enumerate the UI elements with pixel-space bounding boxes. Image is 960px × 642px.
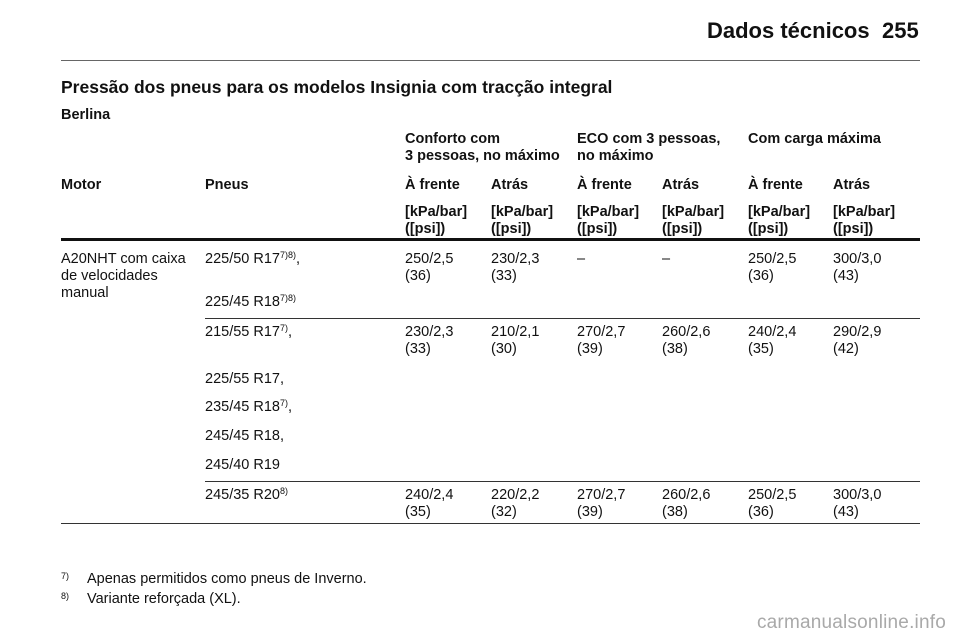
unit-header: [kPa/bar] ([psi]) [833,204,895,238]
table-bottom-rule [61,523,920,524]
motor-line: manual [61,285,109,301]
unit-line: [kPa/bar] [748,204,811,220]
pressure-value: 240/2,4 (35) [405,487,454,520]
pressure-value: 230/2,3 (33) [491,251,540,284]
unit-line: ([psi]) [833,221,874,237]
unit-line: ([psi]) [662,221,703,237]
unit-header: [kPa/bar] ([psi]) [491,204,553,238]
tyre-size: 235/45 R187), [205,398,293,416]
watermark: carmanualsonline.info [756,612,946,633]
group-header-line: 3 pessoas, no máximo [405,148,560,164]
pressure-value: 250/2,5 (36) [748,487,797,520]
group-header-line: Conforto com [405,131,501,147]
section-title: Pressão dos pneus para os modelos Insign… [61,77,613,97]
pressure-value: 250/2,5 (36) [405,251,454,284]
pressure-value: 260/2,6 (38) [662,487,711,520]
column-header-rear: Atrás [662,177,700,193]
unit-line: ([psi]) [405,221,446,237]
group-header-line: ECO com 3 pessoas, [577,131,721,147]
footnote-mark: 8) [61,591,70,601]
header-divider [61,60,920,61]
footnote-text: Apenas permitidos como pneus de Inverno. [87,571,367,587]
group-header-max-load: Com carga máxima [748,131,881,148]
column-header-front: À frente [577,177,632,193]
pressure-value: 300/3,0 (43) [833,487,882,520]
tyre-size: 245/40 R19 [205,457,280,473]
subsection-title: Berlina [61,107,111,123]
footnote-mark: 7) [61,571,70,581]
tyre-size: 225/45 R187)8) [205,293,296,311]
row-divider [205,481,920,482]
page-number: 255 [882,18,919,43]
column-header-rear: Atrás [491,177,529,193]
unit-header: [kPa/bar] ([psi]) [405,204,467,238]
tyre-size: 245/45 R18, [205,428,285,444]
tyre-size: 245/35 R208) [205,486,288,504]
motor-line: de velocidades [61,268,158,284]
unit-line: ([psi]) [577,221,618,237]
unit-line: [kPa/bar] [662,204,725,220]
tyre-size: 215/55 R177), [205,323,293,341]
unit-line: ([psi]) [491,221,532,237]
pressure-value: 210/2,1 (30) [491,324,540,357]
pressure-value: 290/2,9 (42) [833,324,882,357]
pressure-value: 220/2,2 (32) [491,487,540,520]
pressure-value: 270/2,7 (39) [577,487,626,520]
unit-line: [kPa/bar] [405,204,468,220]
group-header-comfort: Conforto com 3 pessoas, no máximo [405,131,560,165]
unit-line: [kPa/bar] [833,204,896,220]
pressure-value: 270/2,7 (39) [577,324,626,357]
table-header-divider [61,238,920,241]
column-header-tyres: Pneus [205,177,249,193]
page-header-title: Dados técnicos [707,18,870,43]
pressure-value: – [662,251,671,267]
pressure-value: – [577,251,586,267]
group-header-line: Com carga máxima [748,131,881,147]
pressure-value: 250/2,5 (36) [748,251,797,284]
pressure-value: 230/2,3 (33) [405,324,454,357]
motor-line: A20NHT com caixa [61,251,186,267]
column-header-motor: Motor [61,177,102,193]
column-header-rear: Atrás [833,177,871,193]
tyre-size: 225/55 R17, [205,371,285,387]
tyre-size: 225/50 R177)8), [205,250,301,268]
pressure-value: 300/3,0 (43) [833,251,882,284]
unit-line: [kPa/bar] [577,204,640,220]
column-header-front: À frente [405,177,460,193]
group-header-eco: ECO com 3 pessoas, no máximo [577,131,720,165]
row-divider [205,318,920,319]
unit-line: ([psi]) [748,221,789,237]
unit-header: [kPa/bar] ([psi]) [748,204,810,238]
unit-header: [kPa/bar] ([psi]) [662,204,724,238]
pressure-value: 260/2,6 (38) [662,324,711,357]
motor-cell: A20NHT com caixa de velocidades manual [61,251,186,302]
pressure-value: 240/2,4 (35) [748,324,797,357]
group-header-line: no máximo [577,148,654,164]
unit-line: [kPa/bar] [491,204,554,220]
unit-header: [kPa/bar] ([psi]) [577,204,639,238]
column-header-front: À frente [748,177,803,193]
footnote-text: Variante reforçada (XL). [87,591,241,607]
